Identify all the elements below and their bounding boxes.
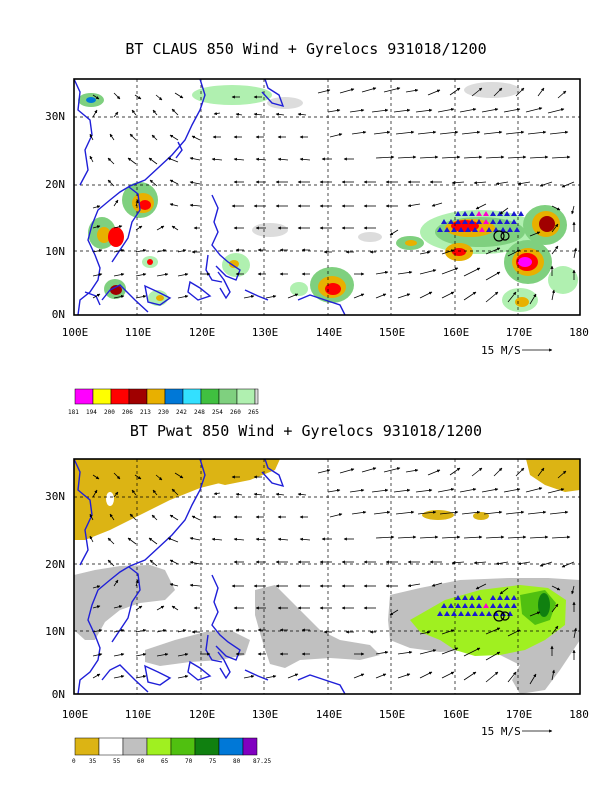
top-grid: [74, 79, 580, 315]
top-cbar-label: 230: [158, 409, 169, 416]
top-cbar-label: 260: [230, 409, 241, 416]
bottom-cbar-label: 0: [72, 758, 76, 765]
top-gyre-center-icon: [493, 230, 510, 242]
bottom-lon-label-140e: 140E: [315, 708, 343, 721]
top-lat-label-10n: 10N: [45, 245, 65, 258]
top-cbar-label: 200: [104, 409, 115, 416]
bottom-lat-label-0n: 0N: [51, 688, 65, 701]
bottom-wind-vectors: [89, 467, 578, 685]
bottom-lon-label-180: 180: [569, 708, 589, 721]
top-panel-title: BT CLAUS 850 Wind + Gyrelocs 931018/1200: [125, 40, 487, 58]
top-lat-label-20n: 20N: [45, 178, 65, 191]
bottom-panel-title: BT Pwat 850 Wind + Gyrelocs 931018/1200: [129, 422, 483, 440]
top-lon-label-100e: 100E: [61, 326, 89, 339]
bottom-cbar-label: 75: [209, 758, 217, 765]
top-lon-label-140e: 140E: [315, 326, 343, 339]
top-cbar-label: 248: [194, 409, 205, 416]
top-lon-label-170e: 170E: [505, 326, 533, 339]
top-lat-label-30n: 30N: [45, 110, 65, 123]
bottom-map-frame: [73, 458, 581, 695]
bottom-lon-label-120e: 120E: [188, 708, 216, 721]
bottom-lon-label-130e: 130E: [251, 708, 279, 721]
top-cbar-label: 213: [140, 409, 151, 416]
bottom-cbar-label: 35: [89, 758, 97, 765]
top-map-field: [74, 79, 580, 315]
top-cbar-label: 254: [212, 409, 223, 416]
top-gyre-markers: [437, 211, 524, 232]
bottom-pwat-shading: [74, 459, 580, 694]
bottom-lon-label-160e: 160E: [442, 708, 470, 721]
top-cbar-label: 206: [122, 409, 133, 416]
bottom-vector-scale-label: 15 M/S: [481, 725, 521, 738]
bottom-coastlines: [74, 459, 346, 694]
top-cbar-label: 242: [176, 409, 187, 416]
bottom-lon-label-110e: 110E: [124, 708, 152, 721]
bottom-cbar-label: 70: [185, 758, 193, 765]
bottom-cbar-label: 80: [233, 758, 241, 765]
top-lon-label-150e: 150E: [378, 326, 406, 339]
top-cbar-label: 181: [68, 409, 79, 416]
top-lon-label-110e: 110E: [124, 326, 152, 339]
top-cbar-label: 265: [248, 409, 259, 416]
top-lon-label-160e: 160E: [442, 326, 470, 339]
top-lat-label-0n: 0N: [51, 308, 65, 321]
top-lon-label-180: 180: [569, 326, 589, 339]
bottom-cbar-label: 60: [137, 758, 145, 765]
bottom-lon-label-150e: 150E: [378, 708, 406, 721]
bottom-map-field: [74, 459, 580, 694]
top-map-frame: [73, 78, 581, 316]
bottom-cbar-label: 65: [161, 758, 169, 765]
bottom-lat-label-10n: 10N: [45, 625, 65, 638]
top-vector-scale-label: 15 M/S: [481, 344, 521, 357]
bottom-lon-label-100e: 100E: [61, 708, 89, 721]
top-colorbar: [74, 388, 259, 405]
top-lon-label-130e: 130E: [251, 326, 279, 339]
bottom-colorbar: [74, 737, 258, 756]
bottom-cbar-label: 55: [113, 758, 121, 765]
bottom-gyre-center-icon: [493, 610, 510, 622]
bottom-cbar-label: 87.25: [253, 758, 272, 765]
bottom-lat-label-20n: 20N: [45, 558, 65, 571]
top-lon-label-120e: 120E: [188, 326, 216, 339]
bottom-lat-label-30n: 30N: [45, 490, 65, 503]
bottom-lon-label-170e: 170E: [505, 708, 533, 721]
bottom-grid: [74, 459, 580, 694]
top-cbar-label: 194: [86, 409, 97, 416]
top-wind-vectors: [89, 87, 578, 305]
